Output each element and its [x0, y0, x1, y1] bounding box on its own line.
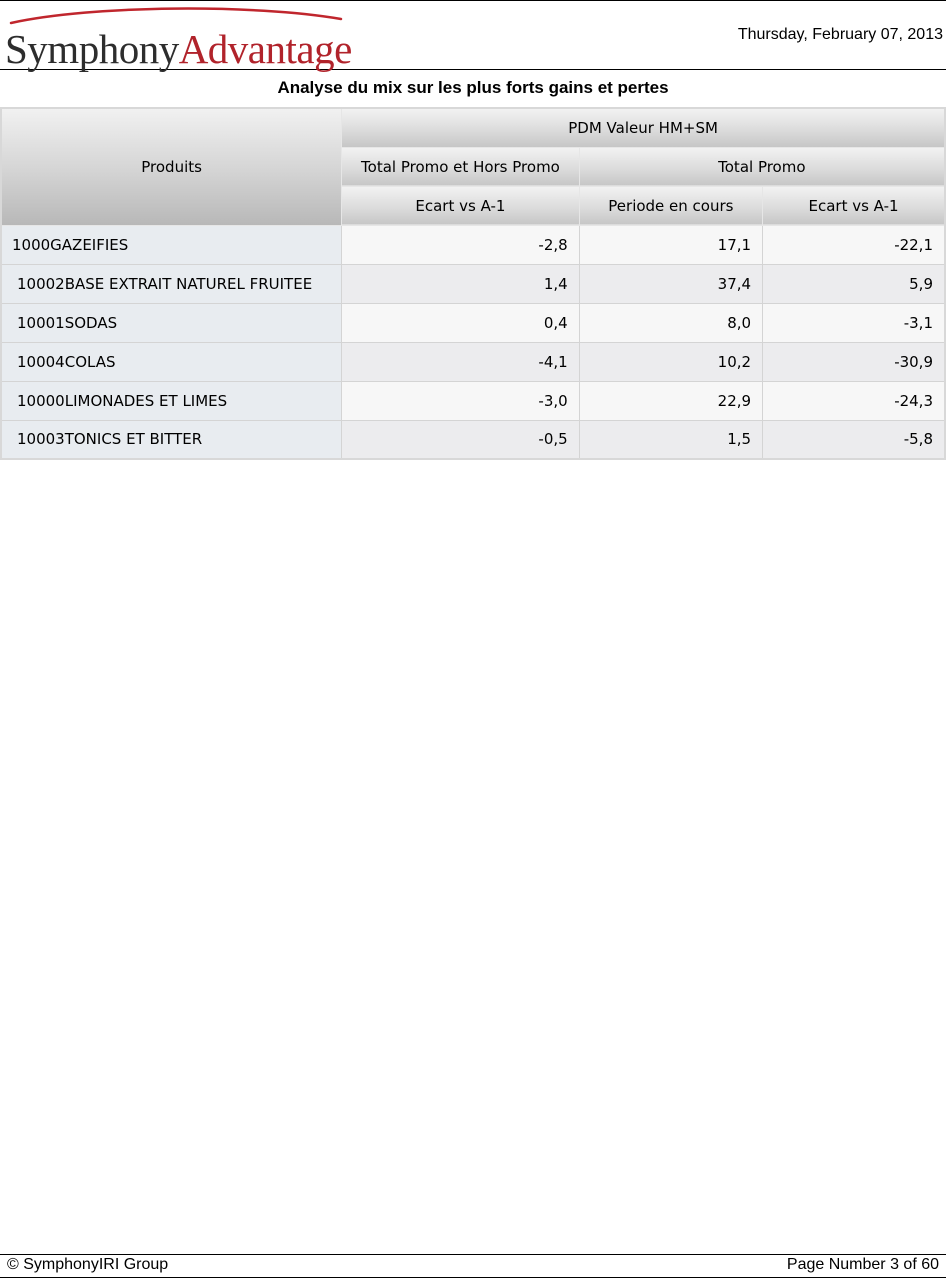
- report-title: Analyse du mix sur les plus forts gains …: [277, 78, 669, 97]
- table-row: 10001SODAS 0,4 8,0 -3,1: [0, 302, 946, 343]
- ecart-promo-value: -22,1: [762, 224, 946, 265]
- table-row: 10004COLAS -4,1 10,2 -30,9: [0, 341, 946, 382]
- header-produits: Produits: [0, 107, 343, 226]
- product-name: 10004COLAS: [0, 341, 343, 382]
- product-name: 10003TONICS ET BITTER: [0, 419, 343, 460]
- logo-text-symphony: Symphony: [5, 26, 179, 72]
- header-group-total-promo: Total Promo: [578, 146, 946, 187]
- header-group-total-promo-hors-promo: Total Promo et Hors Promo: [341, 146, 580, 187]
- header-group-pdm-valeur: PDM Valeur HM+SM: [341, 107, 946, 148]
- copyright-text: © SymphonyIRI Group: [7, 1256, 169, 1273]
- ecart-total-value: -3,0: [341, 380, 580, 421]
- table-row: 10000LIMONADES ET LIMES -3,0 22,9 -24,3: [0, 380, 946, 421]
- periode-promo-value: 22,9: [578, 380, 764, 421]
- table-row: 10002BASE EXTRAIT NATUREL FRUITEE 1,4 37…: [0, 263, 946, 304]
- ecart-promo-value: 5,9: [762, 263, 946, 304]
- logo-swoosh-icon: [9, 7, 343, 25]
- product-name: 10002BASE EXTRAIT NATUREL FRUITEE: [0, 263, 343, 304]
- header-ecart-promo: Ecart vs A-1: [762, 185, 946, 226]
- periode-promo-value: 17,1: [578, 224, 764, 265]
- table-row: 10003TONICS ET BITTER -0,5 1,5 -5,8: [0, 419, 946, 460]
- report-table: Produits PDM Valeur HM+SM Total Promo et…: [0, 107, 946, 460]
- ecart-promo-value: -3,1: [762, 302, 946, 343]
- ecart-total-value: -2,8: [341, 224, 580, 265]
- logo-text: SymphonyAdvantage: [5, 27, 352, 71]
- product-name: 10001SODAS: [0, 302, 343, 343]
- ecart-promo-value: -5,8: [762, 419, 946, 460]
- ecart-promo-value: -24,3: [762, 380, 946, 421]
- report-date: Thursday, February 07, 2013: [737, 26, 943, 43]
- ecart-total-value: -4,1: [341, 341, 580, 382]
- logo-text-advantage: Advantage: [178, 26, 353, 72]
- product-name: 1000GAZEIFIES: [0, 224, 343, 265]
- periode-promo-value: 37,4: [578, 263, 764, 304]
- page-footer: © SymphonyIRI Group Page Number 3 of 60: [0, 1254, 946, 1278]
- ecart-total-value: 0,4: [341, 302, 580, 343]
- product-name: 10000LIMONADES ET LIMES: [0, 380, 343, 421]
- header-periode-promo: Periode en cours: [578, 185, 764, 226]
- table-row: 1000GAZEIFIES -2,8 17,1 -22,1: [0, 224, 946, 265]
- periode-promo-value: 10,2: [578, 341, 764, 382]
- symphony-advantage-logo: SymphonyAdvantage: [3, 5, 352, 71]
- ecart-promo-value: -30,9: [762, 341, 946, 382]
- page-number: Page Number 3 of 60: [786, 1256, 939, 1273]
- page-header: SymphonyAdvantage Thursday, February 07,…: [0, 0, 946, 71]
- ecart-total-value: -0,5: [341, 419, 580, 460]
- periode-promo-value: 8,0: [578, 302, 764, 343]
- ecart-total-value: 1,4: [341, 263, 580, 304]
- periode-promo-value: 1,5: [578, 419, 764, 460]
- header-ecart-total: Ecart vs A-1: [341, 185, 580, 226]
